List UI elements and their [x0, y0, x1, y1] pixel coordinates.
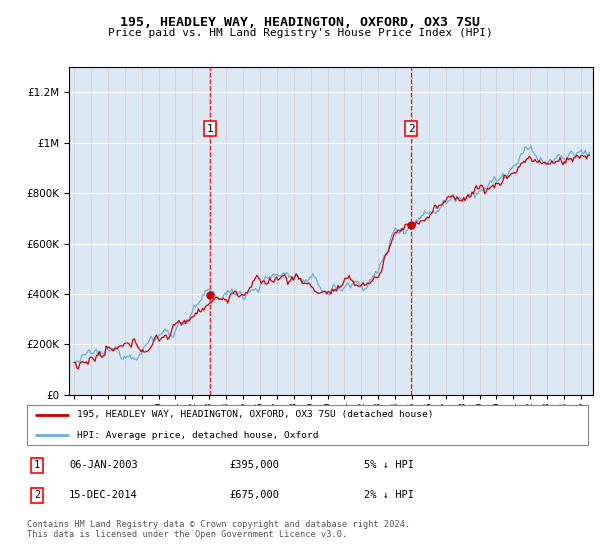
Text: 1: 1 [34, 460, 40, 470]
Text: £395,000: £395,000 [229, 460, 279, 470]
Text: Contains HM Land Registry data © Crown copyright and database right 2024.
This d: Contains HM Land Registry data © Crown c… [27, 520, 410, 539]
Text: 2: 2 [34, 491, 40, 501]
Text: HPI: Average price, detached house, Oxford: HPI: Average price, detached house, Oxfo… [77, 431, 319, 440]
Text: 195, HEADLEY WAY, HEADINGTON, OXFORD, OX3 7SU (detached house): 195, HEADLEY WAY, HEADINGTON, OXFORD, OX… [77, 410, 434, 419]
Text: 1: 1 [206, 124, 213, 134]
Text: 2: 2 [408, 124, 415, 134]
Text: Price paid vs. HM Land Registry's House Price Index (HPI): Price paid vs. HM Land Registry's House … [107, 28, 493, 38]
Text: 2% ↓ HPI: 2% ↓ HPI [364, 491, 413, 501]
Text: 195, HEADLEY WAY, HEADINGTON, OXFORD, OX3 7SU: 195, HEADLEY WAY, HEADINGTON, OXFORD, OX… [120, 16, 480, 29]
Text: 06-JAN-2003: 06-JAN-2003 [69, 460, 138, 470]
Text: £675,000: £675,000 [229, 491, 279, 501]
Text: 5% ↓ HPI: 5% ↓ HPI [364, 460, 413, 470]
Text: 15-DEC-2014: 15-DEC-2014 [69, 491, 138, 501]
